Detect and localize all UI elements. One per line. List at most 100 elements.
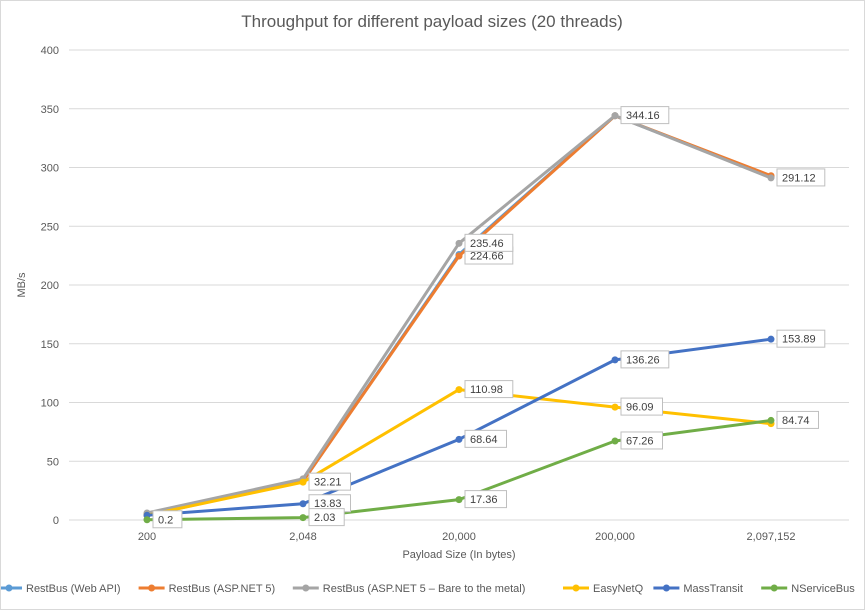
y-axis-ticks: 0 50 100 150 200 250 300 350 400: [41, 45, 59, 527]
data-label-text: 13.83: [314, 498, 342, 510]
data-label-box: [464, 490, 507, 509]
data-label-box: [620, 397, 663, 416]
data-label-text: 32.21: [314, 477, 342, 489]
data-label-text: 17.36: [470, 494, 498, 506]
x-tick-label: 200: [138, 531, 156, 543]
data-label-box: [464, 429, 507, 448]
data-label-box: [464, 233, 514, 252]
data-label-box: [620, 431, 663, 450]
data-label-box: [308, 472, 351, 491]
y-tick-label: 350: [41, 104, 59, 116]
y-tick-label: 200: [41, 280, 59, 292]
data-label-box: [464, 380, 514, 399]
legend-label: NServiceBus: [791, 583, 855, 595]
data-point: [767, 174, 775, 182]
x-axis-ticks: 200 2,048 20,000 200,000 2,097,152: [138, 531, 796, 543]
legend-label: MassTransit: [683, 583, 743, 595]
legend-item: MassTransit: [653, 583, 743, 595]
data-label-box: [152, 510, 183, 529]
data-label-box: [776, 410, 819, 429]
data-point: [299, 500, 307, 508]
data-label: 68.64: [464, 429, 507, 448]
data-point: [455, 435, 463, 443]
data-label-text: 136.26: [626, 354, 660, 366]
data-label-text: 67.26: [626, 435, 654, 447]
data-point: [455, 496, 463, 504]
data-label: 96.09: [620, 397, 663, 416]
data-label-box: [620, 106, 670, 125]
data-label: 67.26: [620, 431, 663, 450]
data-point: [767, 335, 775, 343]
legend-label: RestBus (ASP.NET 5): [169, 583, 276, 595]
data-point: [299, 478, 307, 486]
x-tick-label: 200,000: [595, 531, 635, 543]
y-tick-label: 400: [41, 45, 59, 57]
series-line: [145, 418, 773, 522]
gridlines: [69, 49, 849, 521]
legend-swatch-marker: [302, 584, 310, 592]
series-line: [145, 114, 773, 517]
data-label-box: [776, 168, 826, 187]
legend: RestBus (Web API) RestBus (ASP.NET 5) Rest…: [1, 583, 855, 595]
data-label-text: 2.03: [314, 512, 335, 524]
data-point: [455, 239, 463, 247]
x-tick-label: 2,097,152: [747, 531, 796, 543]
legend-label: EasyNetQ: [593, 583, 644, 595]
legend-item: RestBus (ASP.NET 5): [138, 583, 276, 595]
legend-item: RestBus (ASP.NET 5 – Bare to the metal): [292, 583, 526, 595]
data-label-text: 84.74: [782, 415, 810, 427]
series-lines: [143, 112, 775, 524]
y-tick-label: 50: [47, 456, 59, 468]
data-label-text: 68.64: [470, 434, 498, 446]
data-label: 344.16: [620, 106, 670, 125]
data-label-box: [308, 508, 345, 527]
x-tick-label: 2,048: [289, 531, 317, 543]
data-point: [299, 514, 307, 522]
x-tick-label: 20,000: [442, 531, 476, 543]
data-label: 110.98: [464, 380, 514, 399]
data-label-text: 96.09: [626, 402, 654, 414]
y-tick-label: 150: [41, 339, 59, 351]
legend-item: EasyNetQ: [563, 583, 644, 595]
data-label-text: 235.46: [470, 238, 504, 250]
y-tick-label: 100: [41, 398, 59, 410]
legend-label: RestBus (Web API): [26, 583, 121, 595]
data-point: [611, 403, 619, 411]
data-label: 153.89: [776, 329, 826, 348]
legend-label: RestBus (ASP.NET 5 – Bare to the metal): [323, 583, 526, 595]
data-label: 291.12: [776, 168, 826, 187]
data-label: 17.36: [464, 490, 507, 509]
data-label: 84.74: [776, 410, 819, 429]
data-label-box: [620, 350, 670, 369]
data-label-text: 291.12: [782, 172, 816, 184]
data-label-text: 153.89: [782, 334, 816, 346]
series-line: [145, 337, 773, 517]
y-tick-label: 0: [53, 515, 59, 527]
data-point: [611, 356, 619, 364]
data-label: 32.21: [308, 472, 351, 491]
chart-title: Throughput for different payload sizes (…: [241, 12, 622, 31]
data-point: [611, 112, 619, 120]
data-label: 13.83: [308, 494, 351, 513]
x-axis-title: Payload Size (In bytes): [402, 549, 515, 561]
legend-item: RestBus (Web API): [1, 583, 121, 595]
y-tick-label: 250: [41, 221, 59, 233]
data-label: 136.26: [620, 350, 670, 369]
series-line: [145, 114, 773, 515]
data-label-text: 110.98: [470, 384, 503, 396]
legend-swatch-marker: [572, 584, 580, 592]
series-line: [145, 114, 773, 516]
legend-swatch-marker: [662, 584, 670, 592]
data-point: [611, 437, 619, 445]
data-label-box: [776, 329, 826, 348]
data-point: [455, 252, 463, 260]
y-tick-label: 300: [41, 163, 59, 175]
data-point: [455, 386, 463, 394]
data-label: 0.2: [152, 510, 183, 529]
data-point: [767, 416, 775, 424]
data-label: 235.46: [464, 233, 514, 252]
legend-swatch-marker: [770, 584, 778, 592]
